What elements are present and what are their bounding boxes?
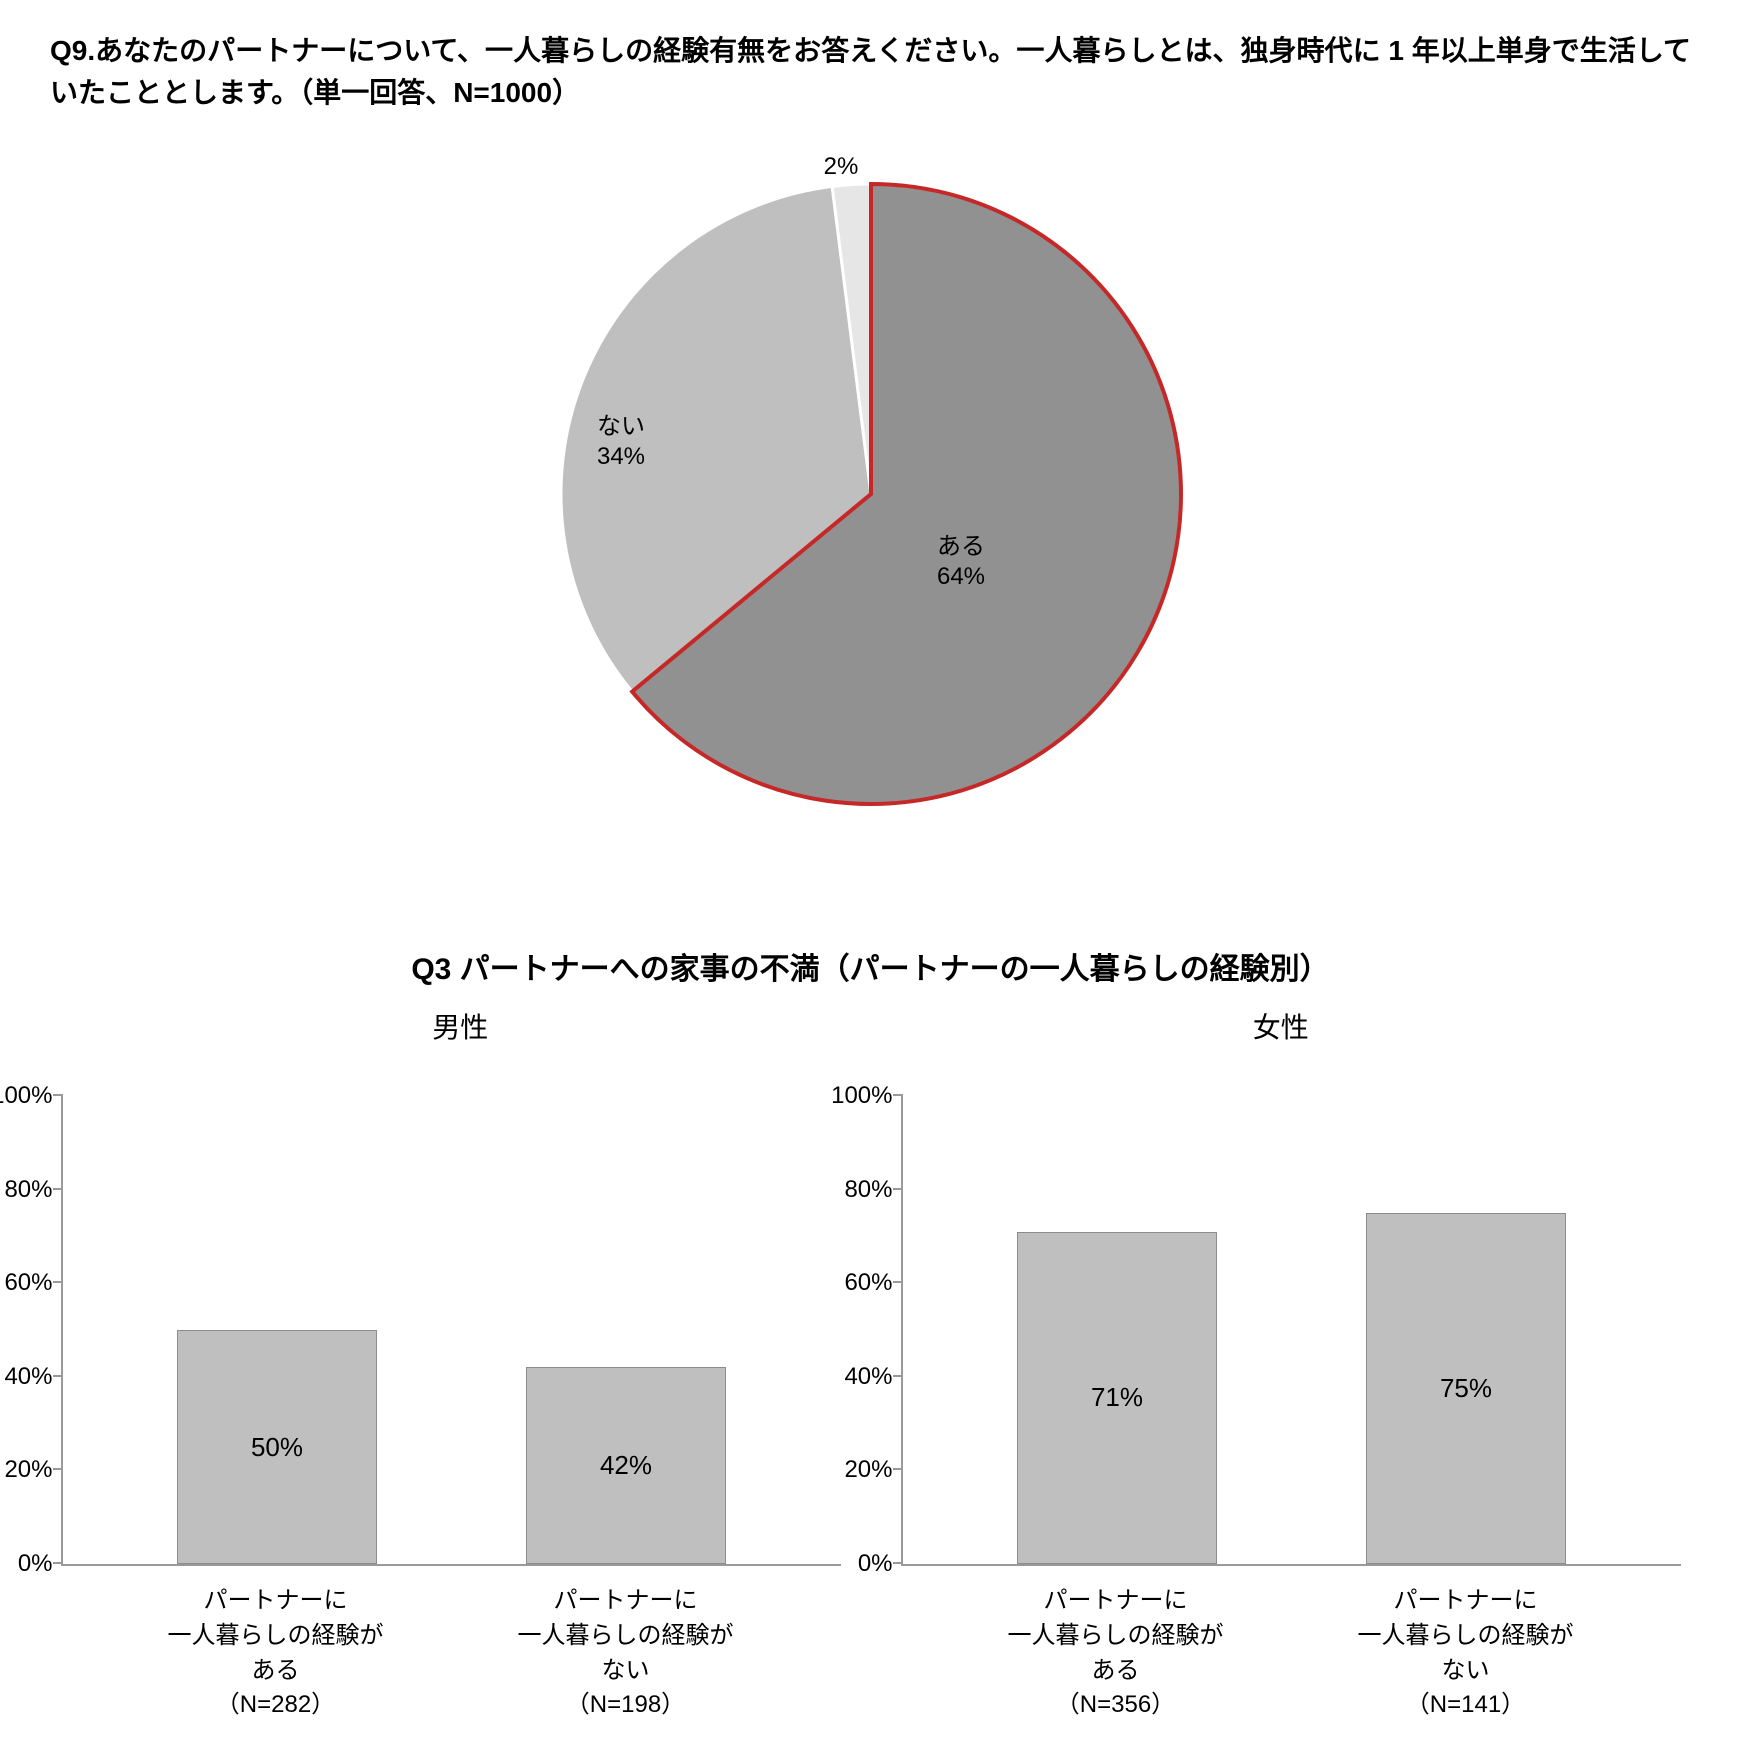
y-tick-mark [893,1188,903,1190]
q3-bar-charts: 0%20%40%60%80%100%50%42% パートナーに一人暮らしの経験が… [50,1096,1691,1723]
bar-x-label: パートナーに一人暮らしの経験がある（N=282） [136,1584,416,1723]
q3-title: Q3 パートナーへの家事の不満（パートナーの一人暮らしの経験別） [50,944,1691,988]
y-tick-label: 40% [0,1363,53,1391]
q3-bar-chart-male: 0%20%40%60%80%100%50%42% パートナーに一人暮らしの経験が… [61,1096,841,1723]
y-tick-label: 60% [813,1269,893,1297]
y-tick-label: 80% [813,1176,893,1204]
y-tick-mark [53,1562,63,1564]
y-tick-mark [893,1375,903,1377]
y-tick-label: 0% [813,1550,893,1578]
bar-plot: 0%20%40%60%80%100%71%75% [901,1096,1681,1566]
bar: 71% [1017,1232,1217,1564]
y-tick-mark [893,1281,903,1283]
bar: 42% [526,1367,726,1564]
y-tick-mark [893,1094,903,1096]
y-tick-mark [53,1188,63,1190]
y-tick-label: 20% [813,1456,893,1484]
y-tick-mark [53,1468,63,1470]
bar-xlabels: パートナーに一人暮らしの経験がある（N=282） パートナーに一人暮らしの経験がな… [61,1566,841,1723]
bar-x-label: パートナーに一人暮らしの経験がない（N=198） [486,1584,766,1723]
q3-header-male: 男性 [50,1006,871,1046]
y-tick-label: 80% [0,1176,53,1204]
bar-x-label: パートナーに一人暮らしの経験がある（N=356） [976,1584,1256,1723]
bar-plot: 0%20%40%60%80%100%50%42% [61,1096,841,1566]
y-tick-label: 20% [0,1456,53,1484]
pie-svg: ある64%ない34%わからない2% [471,154,1271,854]
bar: 75% [1366,1213,1566,1564]
pie-slice-label: わからない2% [781,154,901,180]
bar: 50% [177,1330,377,1564]
bar-x-label: パートナーに一人暮らしの経験がない（N=141） [1326,1584,1606,1723]
y-tick-mark [53,1375,63,1377]
y-tick-label: 100% [0,1082,53,1110]
y-tick-label: 40% [813,1363,893,1391]
y-tick-mark [893,1468,903,1470]
y-tick-label: 0% [0,1550,53,1578]
q9-title: Q9.あなたのパートナーについて、一人暮らしの経験有無をお答えください。一人暮ら… [50,30,1691,114]
y-tick-mark [53,1094,63,1096]
y-tick-label: 100% [813,1082,893,1110]
bar-xlabels: パートナーに一人暮らしの経験がある（N=356） パートナーに一人暮らしの経験がな… [901,1566,1681,1723]
q3-bar-chart-female: 0%20%40%60%80%100%71%75% パートナーに一人暮らしの経験が… [901,1096,1681,1723]
y-tick-mark [893,1562,903,1564]
q3-header-female: 女性 [871,1006,1692,1046]
y-tick-mark [53,1281,63,1283]
q9-pie-chart: ある64%ない34%わからない2% [50,154,1691,854]
y-tick-label: 60% [0,1269,53,1297]
q3-headers: 男性 女性 [50,1006,1691,1046]
